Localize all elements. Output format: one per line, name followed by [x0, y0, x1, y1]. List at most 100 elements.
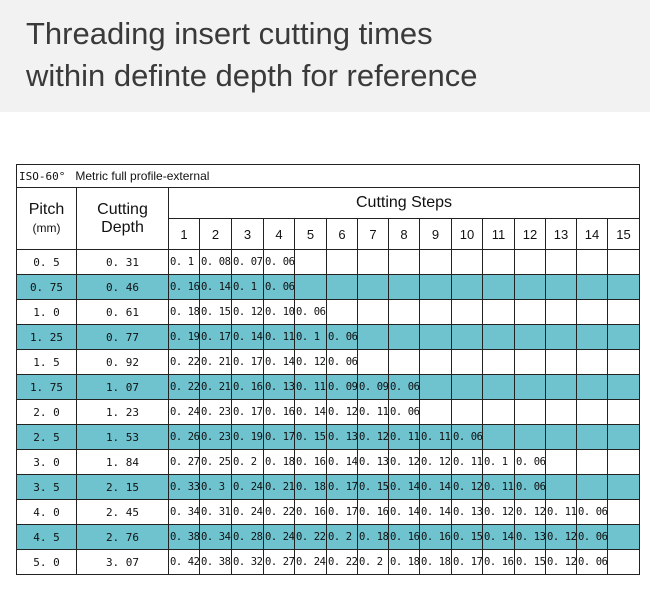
step-value-cell — [545, 399, 577, 425]
step-value-cell: 0. 11 — [451, 449, 483, 475]
step-value-cell — [419, 299, 452, 325]
step-value-cell: 0. 28 — [231, 524, 264, 550]
step-value-cell: 0. 15 — [199, 299, 232, 325]
step-number: 10 — [451, 218, 483, 250]
step-value-cell — [419, 399, 452, 425]
depth-cell: 0. 61 — [76, 299, 169, 325]
table-row: 0. 75 0. 46 0. 16 0. 14 0. 1 0. 06 — [16, 274, 641, 300]
depth-header: Cutting Depth — [76, 187, 169, 250]
table-row: 1. 0 0. 61 0. 18 0. 15 0. 12 0. 10 0. 06 — [16, 299, 641, 325]
step-number: 6 — [326, 218, 358, 250]
step-value-cell: 0. 07 — [231, 249, 264, 275]
step-value-cell — [576, 349, 608, 375]
step-value-cell: 0. 11 — [357, 399, 389, 425]
step-number: 1 — [168, 218, 200, 250]
step-value-cell: 0. 14 — [388, 474, 420, 500]
step-value-cell: 0. 17 — [231, 399, 264, 425]
step-value-cell: 0. 06 — [388, 374, 420, 400]
step-value-cell: 0. 31 — [199, 499, 232, 525]
step-value-cell: 0. 09 — [326, 374, 358, 400]
step-value-cell — [451, 324, 483, 350]
step-value-cell: 0. 19 — [168, 324, 200, 350]
step-value-cell: 0. 11 — [294, 374, 327, 400]
table-row: 3. 0 1. 84 0. 27 0. 25 0. 2 0. 18 0. 16 0. 14 0.… — [16, 449, 641, 475]
step-value-cell — [419, 249, 452, 275]
step-value-cell: 0. 14 — [388, 499, 420, 525]
standard-code: ISO-60° — [19, 170, 66, 183]
step-number: 2 — [199, 218, 232, 250]
cutting-times-table: ISO-60° Metric full profile-external Pit… — [15, 164, 641, 575]
title-banner: Threading insert cutting times within de… — [0, 0, 650, 112]
step-value-cell: 0. 18 — [294, 474, 327, 500]
step-value-cell — [357, 324, 389, 350]
pitch-cell: 3. 0 — [16, 449, 77, 475]
step-value-cell — [545, 324, 577, 350]
table-row: 2. 0 1. 23 0. 24 0. 23 0. 17 0. 16 0. 14 0. 12 0… — [16, 399, 641, 425]
step-value-cell: 0. 21 — [199, 349, 232, 375]
step-value-cell: 0. 2 — [357, 549, 389, 575]
step-value-cell: 0. 22 — [168, 374, 200, 400]
table-row: 5. 0 3. 07 0. 42 0. 38 0. 32 0. 27 0. 24 0. 22 0… — [16, 549, 641, 575]
depth-cell: 0. 92 — [76, 349, 169, 375]
step-value-cell — [482, 249, 515, 275]
step-value-cell — [388, 274, 420, 300]
step-value-cell: 0. 13 — [514, 524, 546, 550]
step-value-cell — [606, 549, 641, 575]
step-numbers-row: 1 2 3 4 5 6 7 8 9 10 11 12 13 14 15 — [17, 218, 641, 250]
pitch-cell: 1. 5 — [16, 349, 77, 375]
step-value-cell — [545, 424, 577, 450]
step-value-cell: 0. 22 — [263, 499, 295, 525]
step-value-cell: 0. 18 — [357, 524, 389, 550]
step-value-cell — [606, 349, 641, 375]
step-value-cell — [357, 249, 389, 275]
step-value-cell: 0. 27 — [263, 549, 295, 575]
step-value-cell: 0. 13 — [326, 424, 358, 450]
step-value-cell: 0. 11 — [482, 474, 515, 500]
step-value-cell: 0. 06 — [576, 499, 608, 525]
cutting-steps-header: Cutting Steps — [167, 187, 641, 219]
step-value-cell — [576, 374, 608, 400]
step-value-cell — [326, 249, 358, 275]
table-row: 1. 75 1. 07 0. 22 0. 21 0. 16 0. 13 0. 11 0. 09… — [16, 374, 641, 400]
step-value-cell — [388, 299, 420, 325]
step-number: 11 — [482, 218, 515, 250]
step-value-cell: 0. 12 — [482, 499, 515, 525]
step-value-cell: 0. 16 — [168, 274, 200, 300]
step-value-cell — [514, 374, 546, 400]
step-value-cell — [576, 274, 608, 300]
step-value-cell: 0. 16 — [263, 399, 295, 425]
step-value-cell: 0. 26 — [168, 424, 200, 450]
step-value-cell: 0. 06 — [294, 299, 327, 325]
step-value-cell: 0. 12 — [294, 349, 327, 375]
step-value-cell: 0. 38 — [168, 524, 200, 550]
step-number: 3 — [231, 218, 264, 250]
step-value-cell: 0. 42 — [168, 549, 200, 575]
step-value-cell — [419, 374, 452, 400]
step-value-cell — [576, 474, 608, 500]
step-number: 8 — [388, 218, 420, 250]
step-value-cell — [294, 274, 327, 300]
step-value-cell — [357, 274, 389, 300]
step-value-cell: 0. 14 — [482, 524, 515, 550]
step-value-cell: 0. 06 — [576, 549, 608, 575]
table-row: 0. 5 0. 31 0. 1 0. 08 0. 07 0. 06 — [16, 249, 641, 275]
step-value-cell — [606, 299, 641, 325]
step-value-cell: 0. 2 — [231, 449, 264, 475]
header-row-1: Pitch (mm) Cutting Depth Cutting Steps — [16, 187, 641, 250]
pitch-cell: 4. 0 — [16, 499, 77, 525]
step-value-cell: 0. 15 — [294, 424, 327, 450]
pitch-cell: 3. 5 — [16, 474, 77, 500]
standard-row: ISO-60° Metric full profile-external — [15, 164, 641, 188]
depth-cell: 1. 07 — [76, 374, 169, 400]
pitch-cell: 2. 5 — [16, 424, 77, 450]
step-value-cell: 0. 14 — [326, 449, 358, 475]
step-value-cell: 0. 15 — [514, 549, 546, 575]
step-value-cell — [482, 399, 515, 425]
step-value-cell — [514, 274, 546, 300]
step-value-cell — [388, 349, 420, 375]
step-value-cell: 0. 17 — [326, 474, 358, 500]
step-value-cell: 0. 12 — [231, 299, 264, 325]
step-value-cell: 0. 24 — [231, 499, 264, 525]
step-value-cell — [326, 299, 358, 325]
step-value-cell: 0. 21 — [263, 474, 295, 500]
